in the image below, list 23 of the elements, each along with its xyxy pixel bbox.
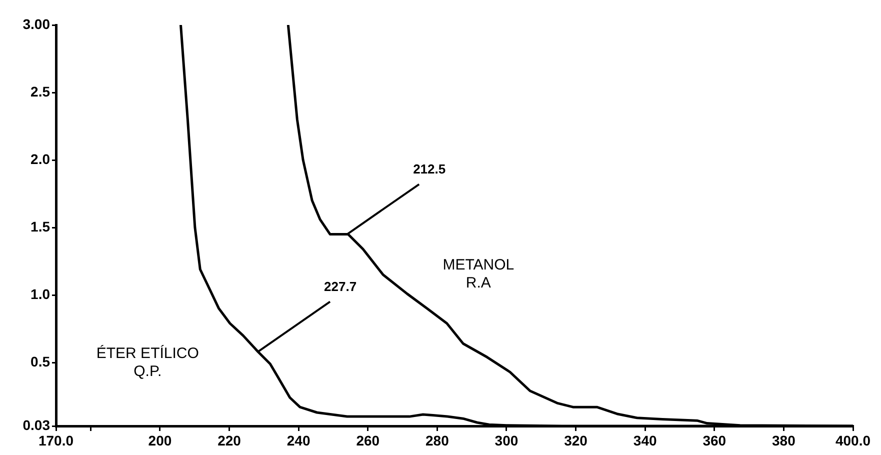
y-tick-label: 1.0: [30, 286, 50, 302]
x-tick-label: 200: [148, 432, 172, 448]
series-label: METANOL R.A: [442, 256, 514, 292]
x-tick-label: 300: [494, 432, 518, 448]
x-tick-label: 360: [702, 432, 726, 448]
y-tick-label: 1.5: [30, 218, 50, 234]
x-tick-label: 340: [633, 432, 657, 448]
x-tick-label: 320: [564, 432, 588, 448]
x-tick-label: 400.0: [835, 432, 871, 448]
x-tick-label: 170.0: [38, 432, 74, 448]
y-tick-label: 2.0: [30, 150, 50, 167]
y-tick-label: 0.03: [22, 416, 50, 433]
y-tick-label: 3.00: [22, 16, 50, 32]
x-tick-label: 280: [425, 432, 450, 448]
text: ÉTER ETÍLICO Q.P.: [96, 344, 199, 380]
x-tick-label: 260: [356, 432, 380, 448]
y-tick-label: 2.5: [30, 83, 50, 100]
x-tick-label: 240: [286, 432, 310, 448]
x-tick-label: 380: [772, 432, 796, 448]
annotation: 227.7: [324, 278, 357, 294]
x-tick-label: 220: [218, 432, 242, 448]
annotation: 212.5: [413, 161, 446, 176]
y-tick-label: 0.5: [30, 353, 50, 370]
